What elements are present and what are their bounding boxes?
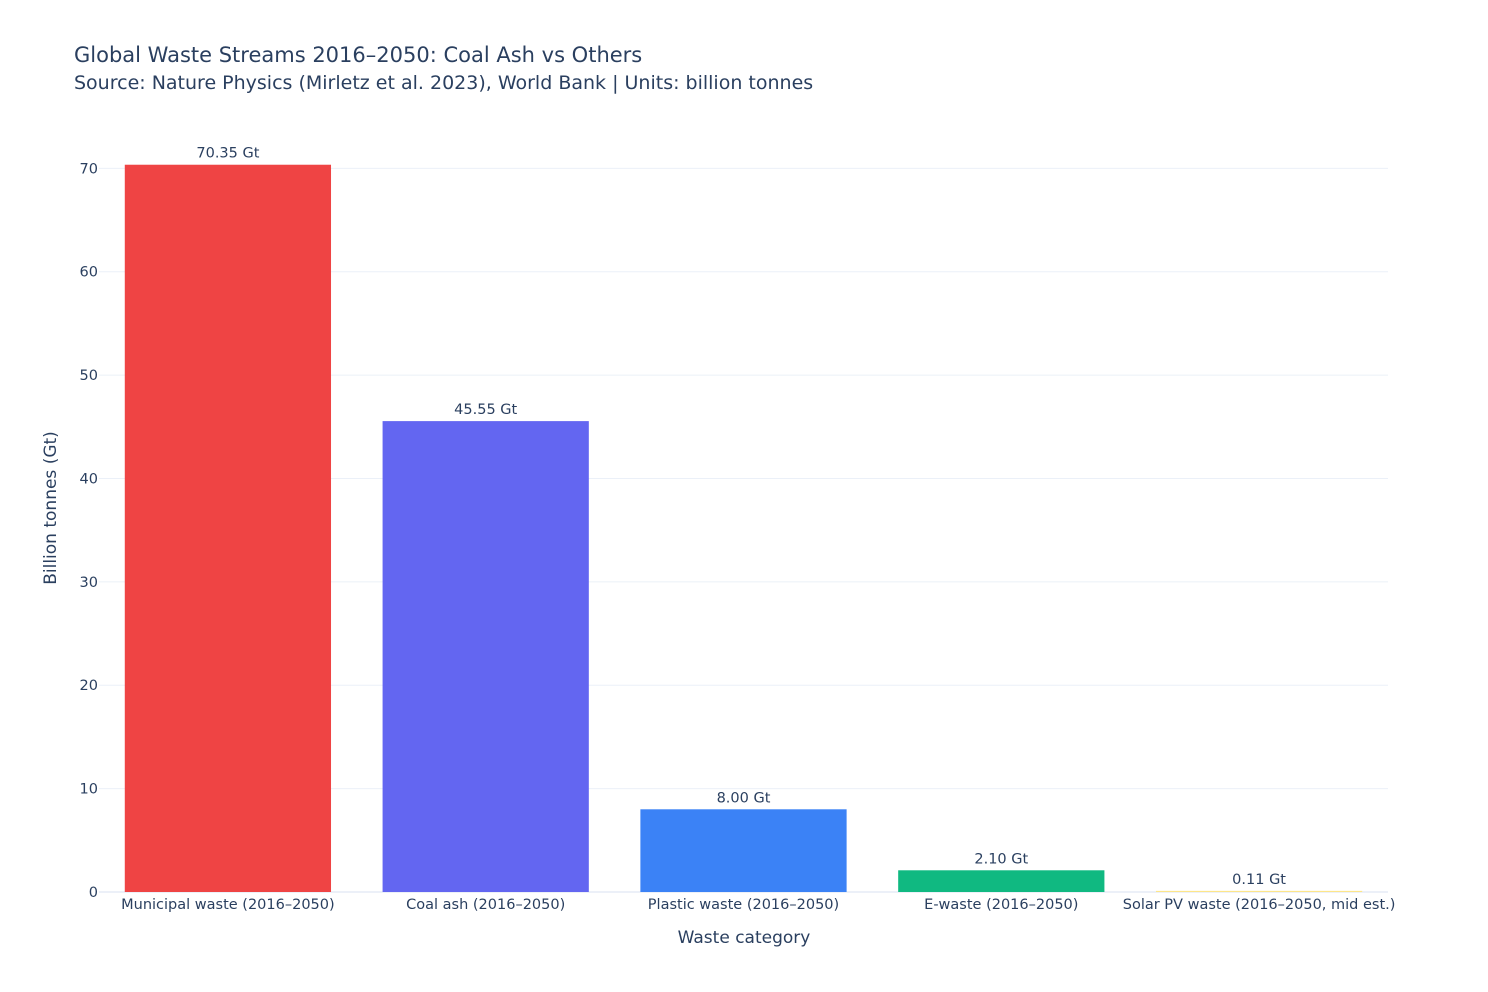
bar-value-label: 70.35 Gt bbox=[196, 146, 259, 162]
x-tick-label: Municipal waste (2016–2050) bbox=[121, 897, 335, 913]
data-labels: 70.35 Gt 45.55 Gt 8.00 Gt 2.10 Gt 0.11 Gt bbox=[196, 146, 1286, 888]
bars bbox=[124, 164, 1363, 893]
bar[interactable] bbox=[1155, 890, 1363, 892]
x-tick-label: Plastic waste (2016–2050) bbox=[648, 897, 839, 913]
x-axis-title: Waste category bbox=[678, 928, 811, 948]
y-tick-label: 40 bbox=[80, 471, 98, 487]
x-tick-label: Solar PV waste (2016–2050, mid est.) bbox=[1123, 897, 1396, 913]
x-tick-label: E-waste (2016–2050) bbox=[924, 897, 1078, 913]
chart-title: Global Waste Streams 2016–2050: Coal Ash… bbox=[74, 43, 642, 67]
y-tick-label: 20 bbox=[80, 678, 98, 694]
y-axis-ticks: 0 10 20 30 40 50 60 70 bbox=[80, 161, 98, 901]
y-tick-label: 10 bbox=[80, 782, 98, 798]
bar[interactable] bbox=[124, 164, 332, 893]
y-tick-label: 0 bbox=[89, 885, 98, 901]
y-tick-label: 50 bbox=[80, 368, 98, 384]
y-tick-label: 60 bbox=[80, 265, 98, 281]
bar[interactable] bbox=[382, 421, 589, 892]
bar-value-label: 45.55 Gt bbox=[454, 402, 517, 418]
x-axis-ticks: Municipal waste (2016–2050) Coal ash (201… bbox=[121, 897, 1395, 913]
bar[interactable] bbox=[640, 809, 847, 892]
bar-value-label: 2.10 Gt bbox=[974, 851, 1028, 867]
bar-value-label: 0.11 Gt bbox=[1232, 872, 1286, 888]
bar-value-label: 8.00 Gt bbox=[717, 790, 771, 806]
y-tick-label: 30 bbox=[80, 575, 98, 591]
y-tick-label: 70 bbox=[80, 161, 98, 177]
y-axis-title: Billion tonnes (Gt) bbox=[41, 431, 61, 585]
bar[interactable] bbox=[898, 870, 1105, 892]
x-tick-label: Coal ash (2016–2050) bbox=[406, 897, 565, 913]
chart-subtitle: Source: Nature Physics (Mirletz et al. 2… bbox=[74, 72, 813, 94]
